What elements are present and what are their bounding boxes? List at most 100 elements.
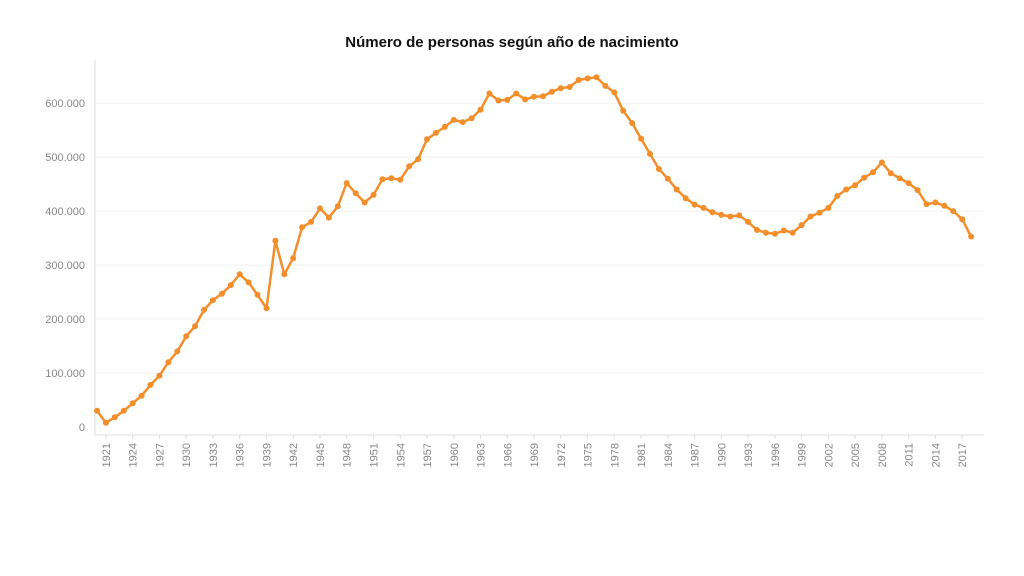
y-axis-ticks: 0 100.000 200.000 300.000 400.000 500.000 600.…: [45, 98, 85, 434]
data-point: [174, 348, 181, 355]
data-point: [914, 187, 921, 194]
data-point: [531, 93, 537, 100]
data-point: [415, 156, 422, 163]
data-point: [566, 84, 573, 90]
data-point: [317, 205, 323, 212]
data-point: [290, 255, 297, 262]
data-point: [450, 116, 457, 123]
data-point: [102, 419, 109, 426]
data-point: [201, 306, 207, 313]
data-point: [129, 400, 136, 407]
data-point: [334, 203, 341, 210]
x-axis-ticks: 1921 1924 1927 1930 1933 1936 1939 1942 1945 1948…: [101, 435, 969, 467]
y-tick-label: 600.000: [45, 98, 85, 110]
data-point: [218, 290, 225, 297]
data-point: [272, 237, 279, 244]
data-point: [691, 201, 698, 208]
x-tick-label: 2005: [850, 443, 862, 467]
data-point: [183, 333, 190, 340]
x-tick-label: 1936: [235, 443, 247, 467]
x-tick-label: 1975: [583, 443, 595, 467]
data-point: [905, 180, 912, 187]
data-point: [709, 209, 716, 216]
data-point: [870, 169, 876, 176]
y-tick-label: 300.000: [45, 260, 85, 272]
x-tick-label: 1924: [128, 443, 140, 467]
series-points: [94, 74, 975, 426]
data-point: [673, 186, 680, 193]
data-point: [611, 89, 618, 96]
data-point: [754, 227, 760, 233]
data-point: [727, 213, 734, 220]
y-tick-label: 200.000: [45, 314, 85, 326]
y-tick-label: 500.000: [45, 152, 85, 164]
data-point: [852, 182, 859, 189]
x-tick-label: 1957: [422, 443, 434, 467]
data-point: [932, 199, 939, 206]
x-tick-label: 2002: [823, 443, 835, 467]
x-tick-label: 1954: [395, 443, 407, 467]
x-tick-label: 1921: [101, 443, 113, 467]
data-point: [861, 174, 868, 181]
data-point: [647, 150, 653, 157]
data-point: [388, 175, 395, 182]
data-point: [281, 271, 288, 278]
x-tick-label: 1948: [342, 443, 354, 467]
series-line-path: [95, 76, 973, 424]
data-point: [165, 359, 172, 366]
x-tick-label: 2011: [904, 443, 916, 467]
data-point: [441, 123, 448, 130]
y-tick-label: 400.000: [45, 206, 85, 218]
data-point: [638, 135, 645, 142]
data-point: [825, 204, 832, 211]
data-point: [762, 229, 769, 236]
data-point: [896, 175, 903, 182]
data-point: [620, 107, 627, 114]
data-point: [789, 229, 796, 236]
data-point: [584, 75, 591, 82]
x-tick-label: 1984: [663, 443, 675, 467]
data-point: [495, 97, 502, 104]
x-tick-label: 1930: [181, 443, 193, 467]
x-tick-label: 1963: [476, 443, 488, 467]
data-point: [308, 218, 315, 225]
data-point: [156, 372, 163, 379]
x-tick-label: 1978: [609, 443, 621, 467]
y-tick-label: 0: [79, 422, 85, 434]
x-tick-label: 2017: [957, 443, 969, 467]
data-point: [263, 305, 270, 312]
data-point: [718, 211, 725, 218]
data-point: [959, 216, 966, 223]
data-point: [379, 176, 386, 183]
data-point: [843, 186, 850, 193]
data-point: [227, 282, 234, 289]
data-point: [459, 119, 466, 126]
data-point: [147, 381, 154, 388]
data-point: [477, 106, 484, 113]
x-tick-label: 1945: [315, 443, 327, 467]
x-tick-label: 1942: [288, 443, 300, 467]
data-point: [700, 204, 707, 211]
data-point: [548, 88, 555, 95]
x-tick-label: 1969: [529, 443, 541, 467]
x-tick-label: 2008: [877, 443, 889, 467]
data-point: [361, 199, 368, 206]
data-point: [352, 190, 359, 197]
x-tick-label: 1960: [449, 443, 461, 467]
data-point: [94, 407, 100, 414]
data-point: [245, 279, 252, 286]
x-tick-label: 1927: [154, 443, 166, 467]
data-point: [557, 85, 564, 92]
x-tick-label: 1999: [797, 443, 809, 467]
data-point: [504, 96, 511, 103]
data-point: [655, 166, 662, 172]
data-point: [834, 193, 841, 199]
data-point: [629, 120, 636, 127]
y-tick-label: 100.000: [45, 368, 85, 380]
data-point: [468, 115, 475, 122]
data-point: [745, 218, 752, 225]
data-point: [736, 212, 743, 219]
data-point: [575, 77, 582, 83]
data-point: [432, 129, 439, 136]
